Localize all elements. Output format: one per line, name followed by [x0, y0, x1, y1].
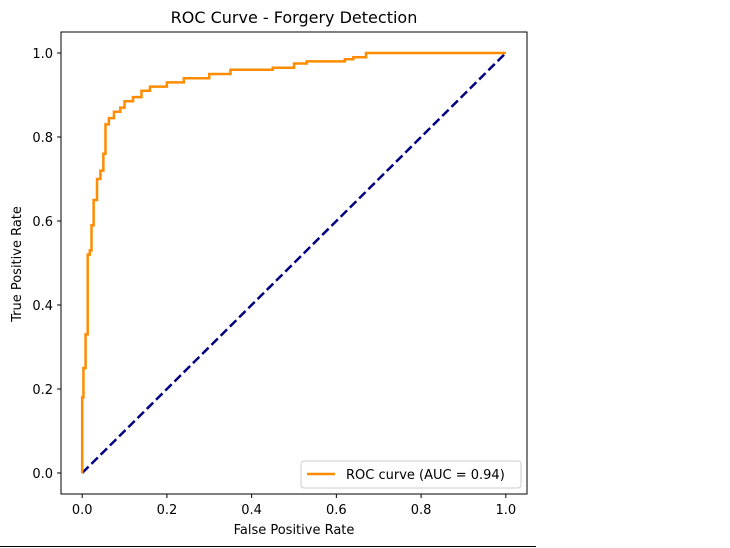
legend-label: ROC curve (AUC = 0.94)	[346, 468, 505, 483]
legend: ROC curve (AUC = 0.94)	[300, 460, 522, 489]
x-tick-label: 0.8	[411, 503, 432, 518]
y-axis-label: True Positive Rate	[10, 206, 25, 323]
y-tick-label: 0.0	[32, 467, 53, 482]
y-tick-label: 0.4	[32, 299, 53, 314]
x-tick-label: 0.0	[72, 503, 93, 518]
x-tick-label: 0.2	[157, 503, 178, 518]
y-tick-label: 0.6	[32, 215, 53, 230]
y-tick-label: 1.0	[32, 47, 53, 62]
series-layer	[80, 51, 507, 474]
y-tick-label: 0.8	[32, 131, 53, 146]
axes-layer: 0.0 0.2 0.4 0.6 0.8 1.0 0.0 0.2 0.4 0.6 0.8 1.0	[32, 31, 528, 518]
x-tick-label: 0.4	[241, 503, 262, 518]
bottom-divider	[0, 546, 536, 547]
x-tick-label: 0.6	[326, 503, 347, 518]
chance-diagonal-line	[81, 52, 507, 474]
x-axis-label: False Positive Rate	[234, 523, 355, 538]
legend-box	[300, 460, 522, 489]
y-tick-label: 0.2	[32, 383, 53, 398]
plot-frame	[60, 31, 528, 495]
chart-title: ROC Curve - Forgery Detection	[171, 8, 418, 27]
x-tick-label: 1.0	[495, 503, 516, 518]
roc-curve-line	[80, 51, 506, 473]
